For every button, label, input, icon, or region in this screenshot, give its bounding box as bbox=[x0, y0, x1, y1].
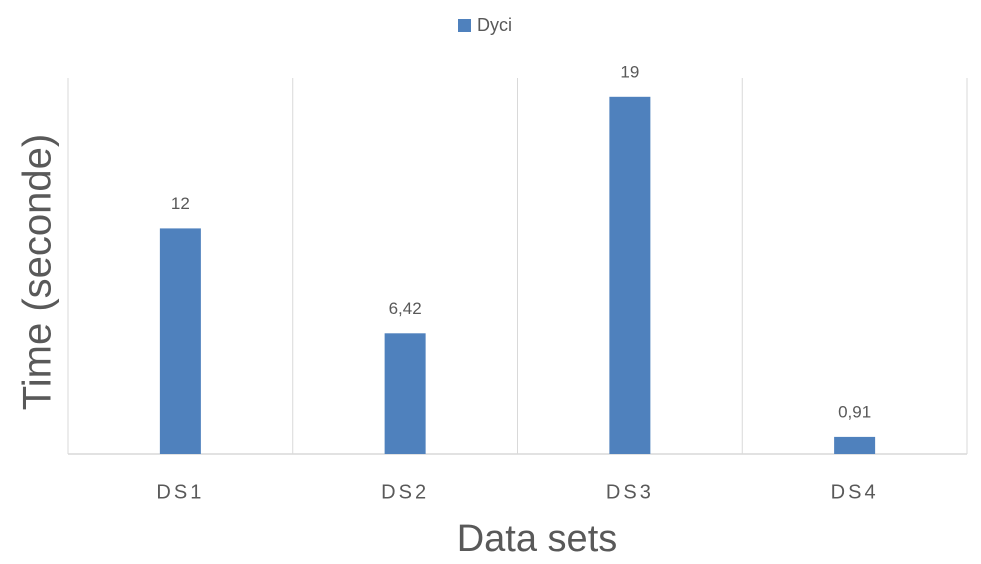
data-label: 6,42 bbox=[389, 299, 422, 318]
bar bbox=[834, 436, 876, 454]
data-label: 19 bbox=[620, 62, 639, 81]
y-axis-label: Time (seconde) bbox=[16, 134, 60, 410]
x-axis-label: Data sets bbox=[457, 518, 618, 560]
bar bbox=[609, 96, 651, 455]
data-label: 12 bbox=[171, 194, 190, 213]
x-tick-label: DS3 bbox=[606, 481, 654, 503]
legend-label: Dyci bbox=[477, 15, 512, 35]
x-tick-label: DS4 bbox=[831, 481, 879, 503]
legend-swatch bbox=[458, 19, 471, 32]
x-tick-label: DS1 bbox=[156, 481, 204, 503]
bar bbox=[384, 333, 426, 454]
bar bbox=[159, 228, 201, 454]
x-tick-label: DS2 bbox=[381, 481, 429, 503]
data-label: 0,91 bbox=[838, 402, 871, 421]
